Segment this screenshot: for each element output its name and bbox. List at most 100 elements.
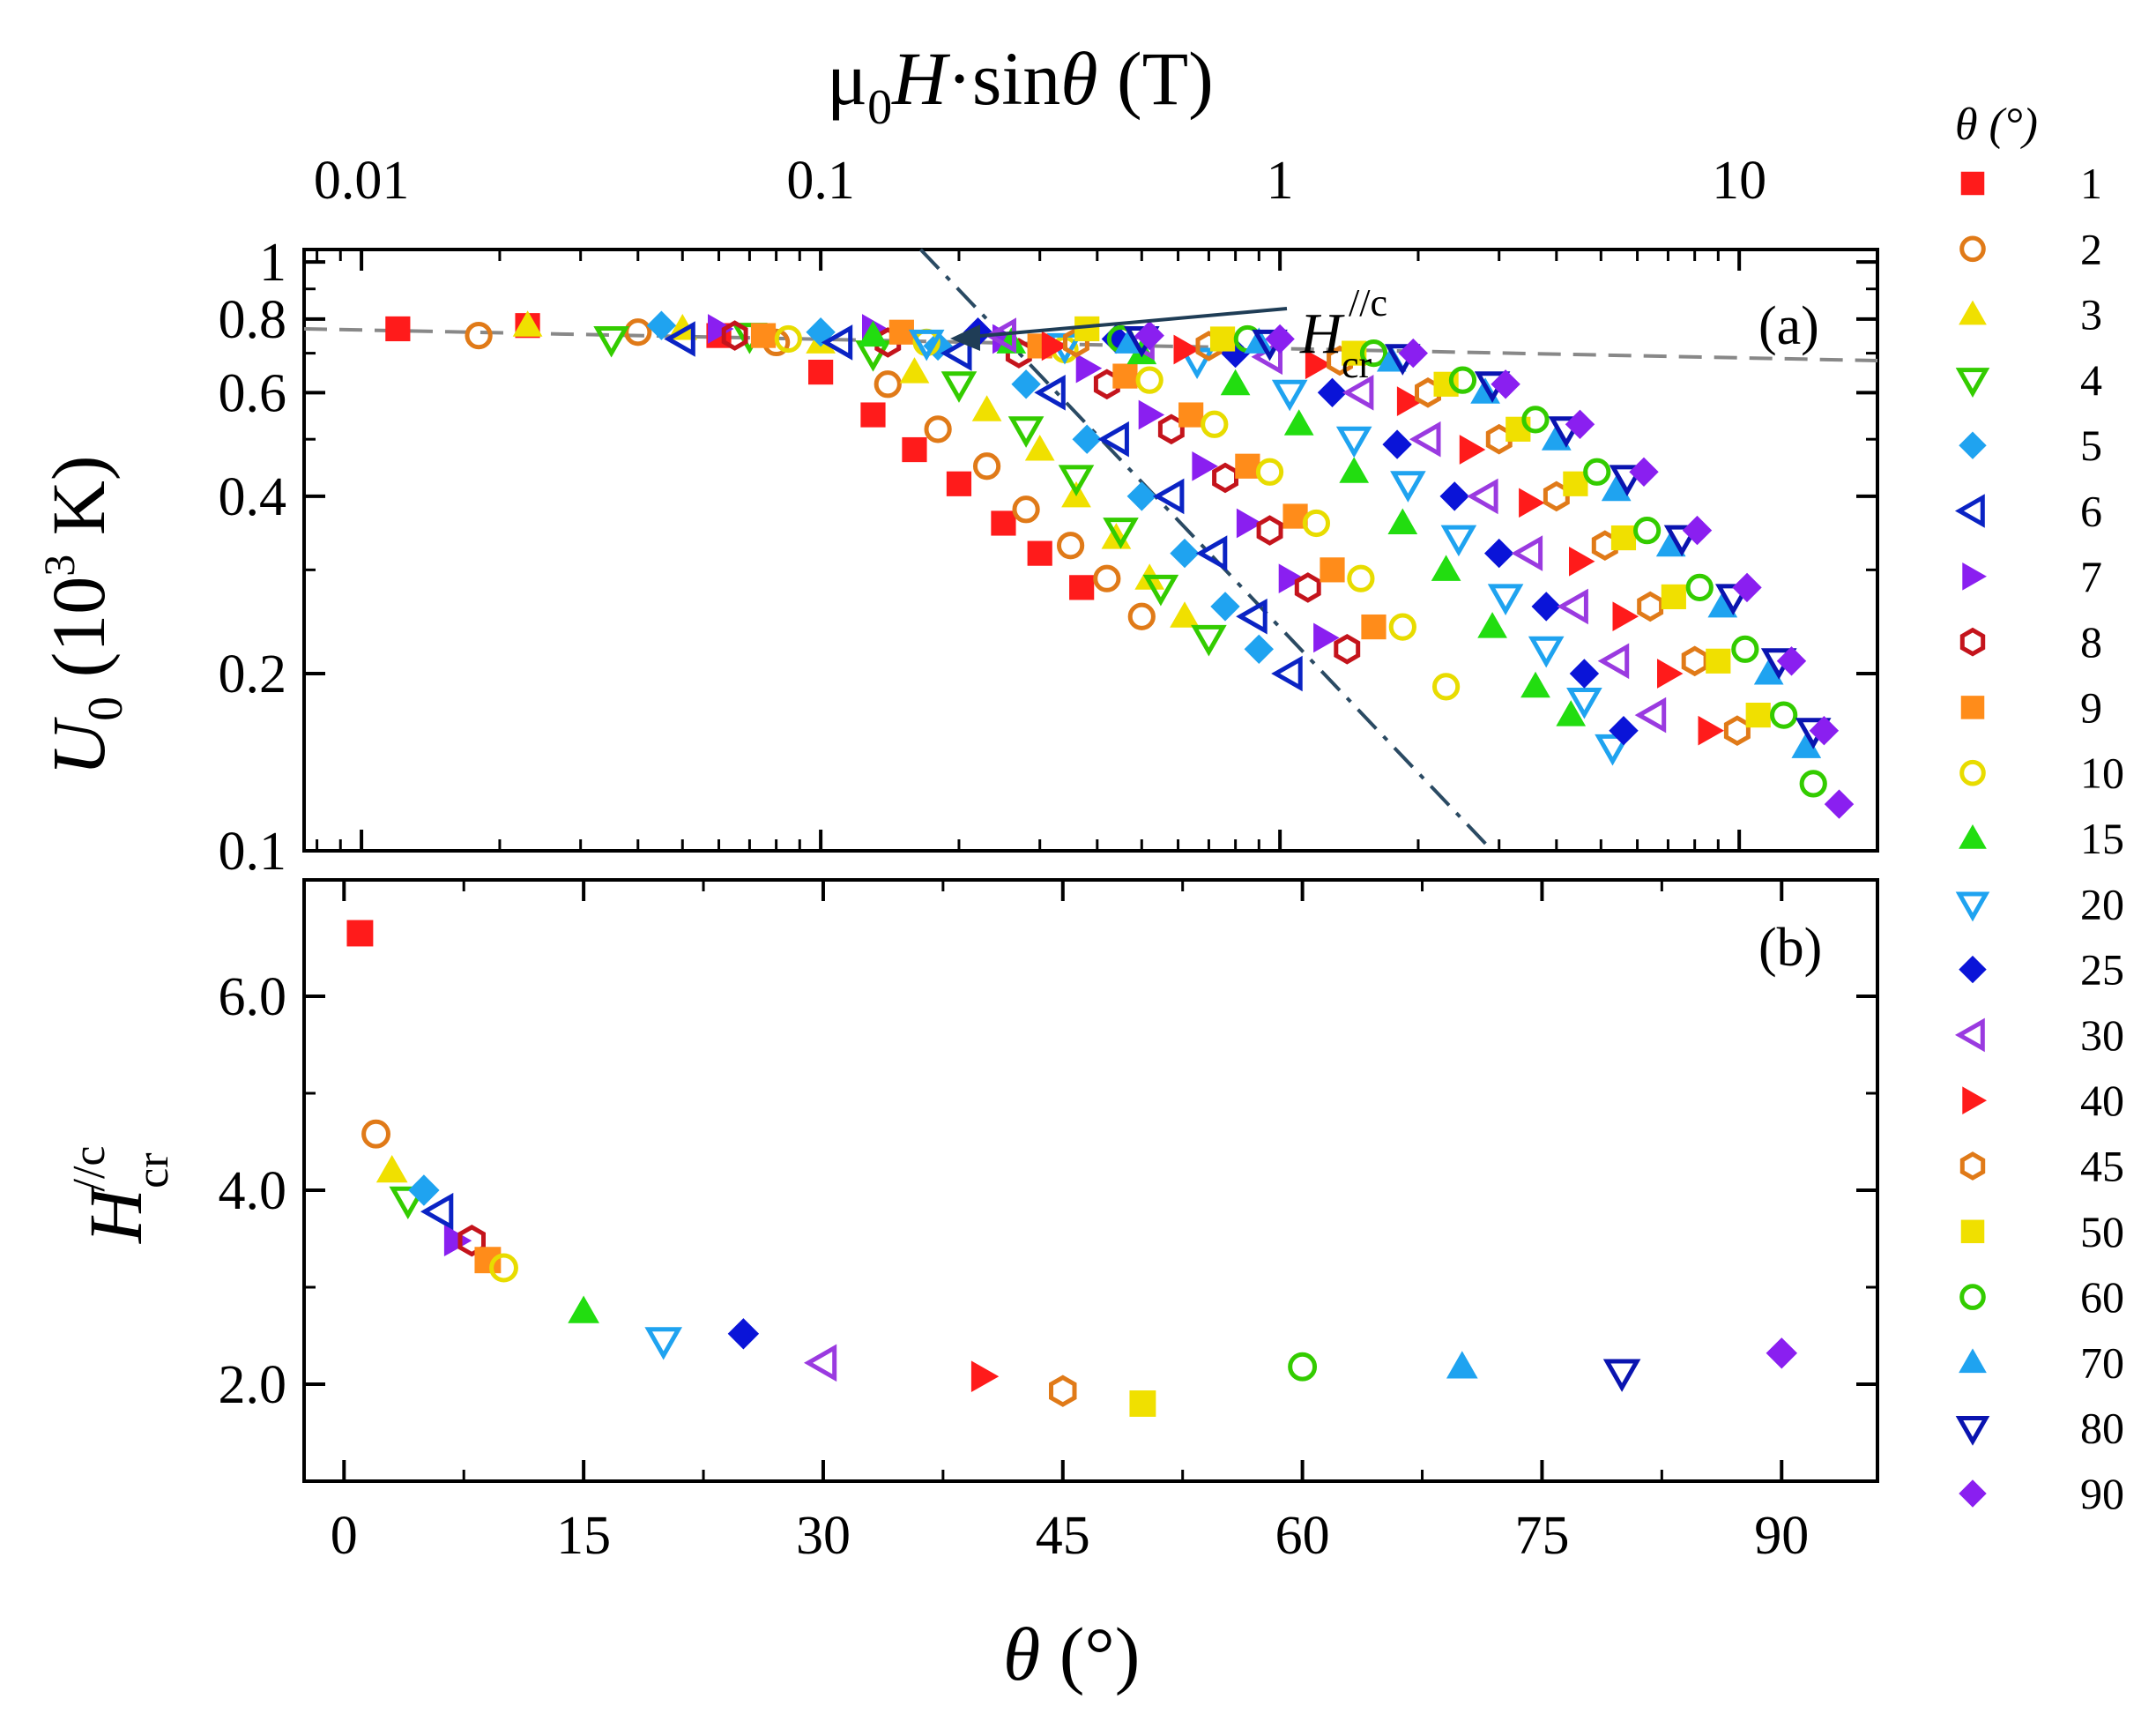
top-x-tick-label: 0.01	[314, 151, 410, 211]
point-a-theta-15	[1556, 700, 1587, 726]
point-a-theta-2	[465, 321, 493, 350]
legend-marker-15	[1959, 823, 1987, 849]
y-tick-label-b: 2.0	[219, 1355, 287, 1415]
point-b-theta-7	[443, 1225, 472, 1257]
legend-label-60: 60	[2080, 1272, 2124, 1322]
point-a-theta-40	[1657, 659, 1684, 689]
point-a-theta-20	[908, 329, 945, 361]
point-a-theta-10	[1135, 366, 1163, 394]
point-a-theta-10	[1347, 564, 1375, 592]
point-a-theta-1	[385, 316, 411, 342]
point-b-theta-70	[1446, 1351, 1478, 1379]
point-a-theta-2	[1056, 532, 1085, 560]
point-a-theta-1	[860, 402, 886, 428]
point-a-theta-40	[1612, 601, 1639, 632]
point-a-theta-20	[1595, 734, 1631, 766]
legend-marker-45	[1959, 1151, 1986, 1181]
point-b-theta-60	[1288, 1352, 1318, 1382]
point-a-theta-60	[1685, 573, 1714, 601]
point-a-theta-50	[1661, 584, 1686, 610]
point-a-theta-9	[1112, 363, 1138, 389]
legend-label-20: 20	[2080, 879, 2124, 928]
point-a-theta-40	[1173, 334, 1201, 365]
point-b-theta-45	[1049, 1375, 1077, 1407]
point-a-theta-15	[858, 320, 888, 347]
legend-label-90: 90	[2080, 1469, 2124, 1518]
point-a-theta-10	[1302, 509, 1331, 538]
point-a-theta-4	[1142, 574, 1179, 607]
point-a-theta-40	[1519, 488, 1545, 518]
y-tick-label-a: 1	[259, 233, 286, 293]
point-a-theta-5	[1170, 538, 1200, 569]
legend-label-15: 15	[2080, 814, 2124, 863]
point-a-theta-60	[1359, 339, 1388, 368]
point-a-theta-25	[1317, 377, 1348, 408]
point-a-theta-30	[1634, 697, 1667, 734]
point-a-theta-50	[1209, 326, 1236, 352]
legend-label-80: 80	[2080, 1404, 2124, 1453]
point-a-theta-3	[971, 395, 1002, 421]
point-a-theta-2	[1093, 564, 1121, 592]
legend-label-25: 25	[2080, 945, 2124, 995]
point-a-theta-50	[1563, 471, 1588, 496]
y-axis-title-b: Hcr//c	[64, 1146, 178, 1245]
point-a-theta-1	[991, 510, 1016, 536]
legend-marker-3	[1959, 300, 1987, 325]
point-a-theta-9	[1361, 614, 1387, 640]
point-a-theta-15	[1220, 369, 1251, 396]
point-a-theta-7	[1313, 622, 1340, 653]
point-a-theta-6	[1195, 535, 1228, 571]
legend-marker-1	[1960, 171, 1985, 196]
legend-label-10: 10	[2080, 749, 2124, 798]
point-a-theta-6	[1236, 598, 1268, 635]
y-axis-title-a: U0 (103 K)	[34, 456, 133, 777]
point-a-theta-6	[664, 321, 695, 357]
x-tick-label-b: 90	[1754, 1506, 1809, 1566]
point-a-theta-40	[1698, 715, 1725, 746]
legend-label-2: 2	[2080, 224, 2102, 273]
annotation-arrow	[960, 307, 1288, 339]
point-b-theta-4	[389, 1186, 427, 1220]
x-tick-label-b: 60	[1275, 1506, 1330, 1566]
point-a-theta-25	[1483, 538, 1514, 569]
point-b-theta-15	[568, 1295, 599, 1323]
point-a-theta-4	[1191, 624, 1227, 657]
point-a-theta-7	[1192, 451, 1218, 481]
point-a-theta-7	[708, 314, 734, 344]
x-tick-label-b: 75	[1514, 1506, 1569, 1566]
point-a-theta-9	[1178, 402, 1204, 428]
point-a-theta-5	[646, 310, 677, 340]
legend-marker-50	[1960, 1219, 1985, 1244]
legend-marker-90	[1959, 1479, 1987, 1508]
point-a-theta-60	[1448, 366, 1477, 394]
point-a-theta-5	[1072, 424, 1102, 454]
point-a-theta-20	[1390, 471, 1426, 503]
point-b-theta-5	[408, 1174, 440, 1206]
point-a-theta-6	[1271, 655, 1303, 692]
legend-label-4: 4	[2080, 355, 2102, 405]
point-a-theta-20	[1271, 379, 1308, 412]
point-a-theta-25	[1531, 592, 1561, 622]
point-a-theta-60	[1521, 406, 1550, 434]
point-a-theta-60	[1770, 701, 1798, 729]
point-a-theta-45	[1681, 645, 1708, 677]
panel-a-frame	[302, 248, 1879, 853]
point-a-theta-4	[1058, 465, 1095, 496]
point-a-theta-30	[1409, 421, 1441, 458]
top-axis-title: μ0H·sinθ (T)	[827, 36, 1214, 135]
point-a-theta-80	[1714, 584, 1751, 615]
legend-marker-5	[1959, 431, 1987, 459]
point-a-theta-7	[1075, 353, 1103, 384]
point-a-theta-2	[1127, 602, 1156, 630]
legend-marker-9	[1960, 696, 1985, 719]
point-a-theta-9	[1235, 453, 1260, 479]
legend-marker-6	[1954, 494, 1985, 528]
top-x-tick-label: 0.1	[786, 151, 855, 211]
x-axis-title: θ (°)	[1003, 1612, 1140, 1696]
x-tick-label-b: 0	[331, 1506, 358, 1566]
point-a-theta-90	[1732, 572, 1762, 603]
point-a-theta-30	[1511, 535, 1543, 571]
point-a-theta-10	[1431, 673, 1461, 701]
point-a-theta-2	[874, 370, 902, 399]
